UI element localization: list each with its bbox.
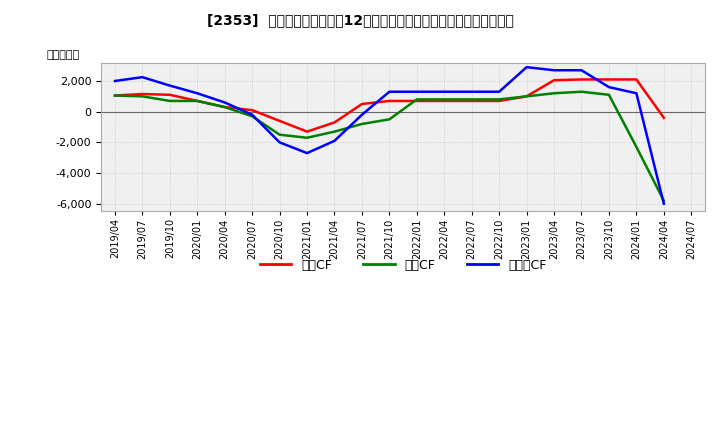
投資CF: [111, 93, 120, 98]
投資CF: [467, 97, 476, 102]
営業CF: [248, 107, 256, 113]
フリーCF: [632, 91, 641, 96]
フリーCF: [413, 89, 421, 94]
フリーCF: [138, 74, 147, 80]
フリーCF: [193, 91, 202, 96]
フリーCF: [385, 89, 394, 94]
フリーCF: [605, 84, 613, 90]
Line: 営業CF: 営業CF: [115, 80, 664, 132]
Line: 投資CF: 投資CF: [115, 92, 664, 201]
営業CF: [632, 77, 641, 82]
フリーCF: [302, 150, 311, 156]
営業CF: [138, 92, 147, 97]
Text: [2353]  キャッシュフローの12か月移動合計の対前年同期増減額の推移: [2353] キャッシュフローの12か月移動合計の対前年同期増減額の推移: [207, 13, 513, 27]
フリーCF: [660, 201, 668, 206]
Line: フリーCF: フリーCF: [115, 67, 664, 204]
営業CF: [550, 77, 559, 83]
フリーCF: [220, 100, 229, 105]
フリーCF: [248, 112, 256, 117]
投資CF: [275, 132, 284, 137]
営業CF: [330, 120, 339, 125]
営業CF: [577, 77, 586, 82]
営業CF: [495, 98, 503, 103]
投資CF: [138, 94, 147, 99]
営業CF: [660, 115, 668, 121]
フリーCF: [275, 140, 284, 145]
投資CF: [605, 92, 613, 97]
投資CF: [413, 97, 421, 102]
営業CF: [111, 93, 120, 98]
投資CF: [193, 98, 202, 103]
投資CF: [220, 104, 229, 110]
投資CF: [632, 144, 641, 150]
投資CF: [550, 91, 559, 96]
営業CF: [275, 118, 284, 124]
フリーCF: [166, 83, 174, 88]
投資CF: [330, 129, 339, 134]
投資CF: [522, 94, 531, 99]
投資CF: [440, 97, 449, 102]
Text: （百万円）: （百万円）: [47, 50, 80, 59]
投資CF: [660, 198, 668, 203]
フリーCF: [467, 89, 476, 94]
投資CF: [577, 89, 586, 94]
フリーCF: [495, 89, 503, 94]
投資CF: [358, 121, 366, 127]
営業CF: [193, 98, 202, 103]
Legend: 営業CF, 投資CF, フリーCF: 営業CF, 投資CF, フリーCF: [255, 253, 552, 277]
営業CF: [522, 94, 531, 99]
営業CF: [166, 92, 174, 97]
フリーCF: [550, 68, 559, 73]
営業CF: [605, 77, 613, 82]
フリーCF: [522, 65, 531, 70]
営業CF: [467, 98, 476, 103]
投資CF: [385, 117, 394, 122]
投資CF: [302, 135, 311, 140]
営業CF: [413, 98, 421, 103]
フリーCF: [440, 89, 449, 94]
営業CF: [385, 98, 394, 103]
営業CF: [302, 129, 311, 134]
投資CF: [166, 98, 174, 103]
フリーCF: [358, 112, 366, 117]
営業CF: [440, 98, 449, 103]
営業CF: [220, 104, 229, 110]
投資CF: [495, 97, 503, 102]
投資CF: [248, 114, 256, 119]
フリーCF: [577, 68, 586, 73]
フリーCF: [330, 138, 339, 143]
フリーCF: [111, 78, 120, 84]
営業CF: [358, 101, 366, 106]
